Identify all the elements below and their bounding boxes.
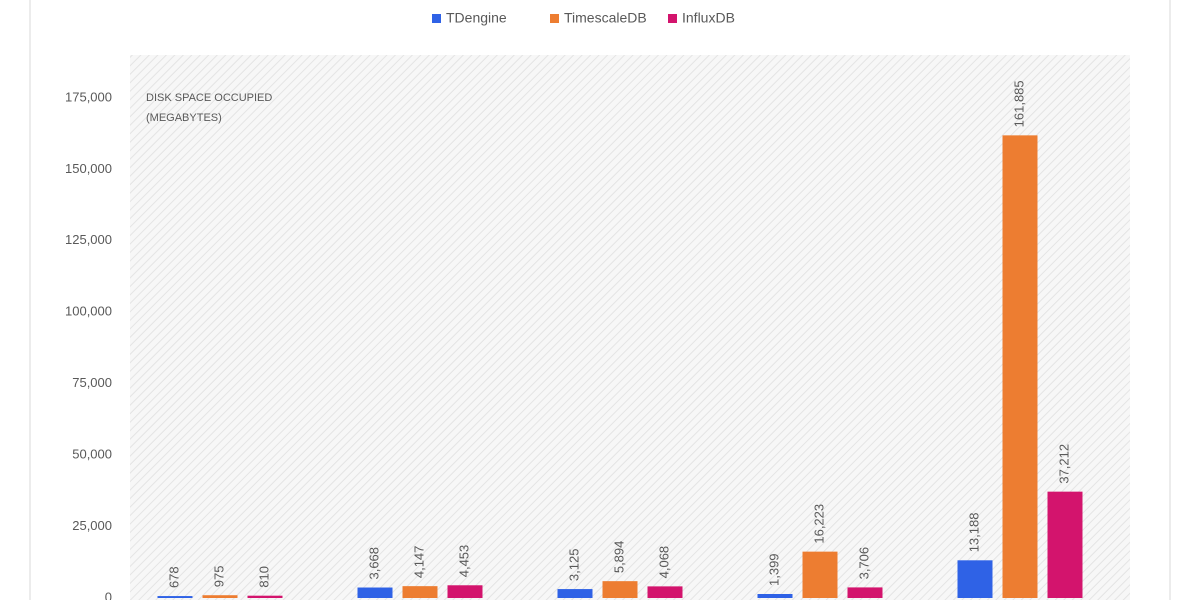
- plot-area: [130, 55, 1130, 600]
- legend-label: TimescaleDB: [564, 10, 647, 26]
- legend-swatch: [550, 14, 559, 23]
- value-label: 4,453: [456, 545, 471, 578]
- value-label: 37,212: [1056, 444, 1071, 484]
- annotation: DISK SPACE OCCUPIED: [146, 92, 272, 104]
- value-label: 161,885: [1011, 80, 1026, 127]
- bar: [447, 585, 483, 598]
- value-label: 3,125: [566, 549, 581, 582]
- bar: [202, 595, 238, 598]
- bar: [957, 560, 993, 598]
- y-tick-label: 150,000: [65, 161, 112, 176]
- y-tick-label: 75,000: [72, 375, 112, 390]
- y-tick-label: 175,000: [65, 89, 112, 104]
- value-label: 4,068: [656, 546, 671, 579]
- bar: [247, 595, 283, 598]
- y-tick-label: 125,000: [65, 232, 112, 247]
- bar: [157, 596, 193, 598]
- bar: [847, 587, 883, 598]
- bar: [1047, 491, 1083, 598]
- value-label: 5,894: [611, 541, 626, 574]
- value-label: 678: [166, 566, 181, 588]
- y-tick-label: 25,000: [72, 518, 112, 533]
- bar: [802, 551, 838, 598]
- value-label: 975: [211, 566, 226, 588]
- y-tick-label: 50,000: [72, 447, 112, 462]
- bar: [757, 594, 793, 598]
- bar: [647, 586, 683, 598]
- value-label: 1,399: [766, 553, 781, 586]
- bar: [1002, 135, 1038, 598]
- bar: [402, 586, 438, 598]
- value-label: 13,188: [966, 513, 981, 553]
- bar: [357, 587, 393, 598]
- value-label: 4,147: [411, 546, 426, 579]
- y-tick-label: 0: [105, 589, 112, 600]
- value-label: 3,706: [856, 547, 871, 580]
- y-tick-label: 100,000: [65, 304, 112, 319]
- value-label: 810: [256, 566, 271, 588]
- bar: [557, 589, 593, 598]
- annotation: (MEGABYTES): [146, 112, 222, 124]
- legend-label: TDengine: [446, 10, 507, 26]
- legend-label: InfluxDB: [682, 10, 735, 26]
- legend-swatch: [432, 14, 441, 23]
- value-label: 16,223: [811, 504, 826, 544]
- bar: [602, 581, 638, 598]
- legend-swatch: [668, 14, 677, 23]
- value-label: 3,668: [366, 547, 381, 580]
